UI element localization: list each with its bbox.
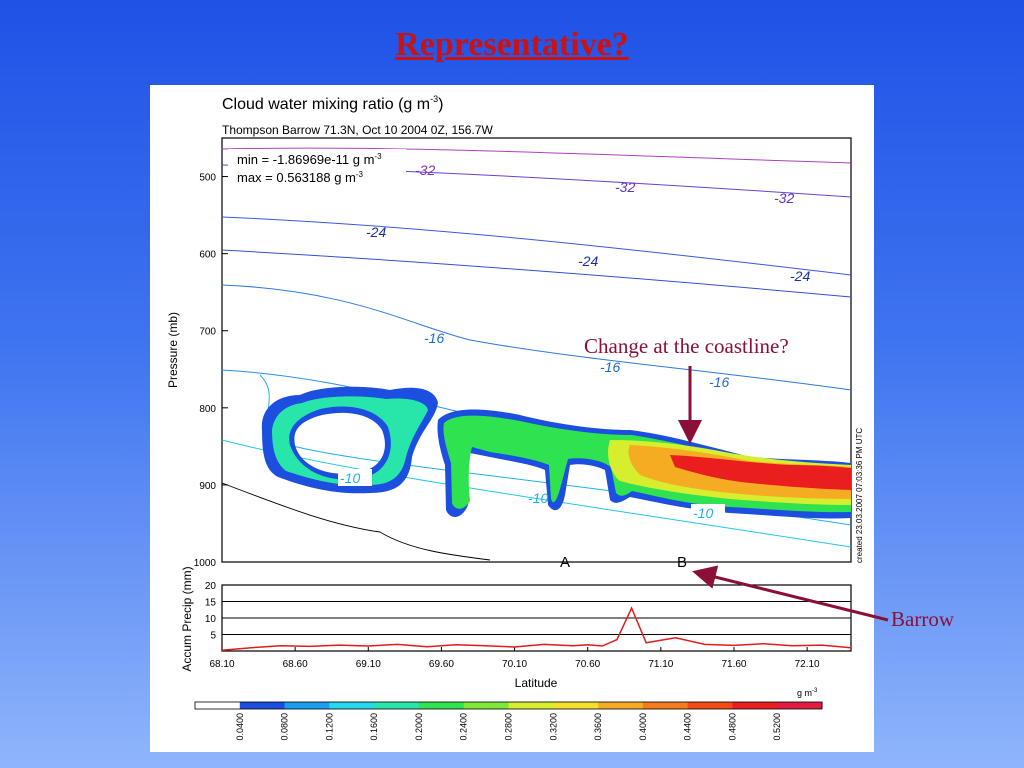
figure-panel: Cloud water mixing ratio (g m-3) Thompso… xyxy=(150,85,874,752)
latitude-tick-label: 71.60 xyxy=(721,659,746,670)
pressure-axis-label: Pressure (mb) xyxy=(166,312,180,388)
colorbar-tick-label: 0.1200 xyxy=(324,713,334,741)
latitude-tick-label: 72.10 xyxy=(795,659,820,670)
precip-tick-label: 5 xyxy=(210,631,216,642)
pressure-tick-label: 1000 xyxy=(194,558,217,569)
contour-label: -24 xyxy=(366,224,386,240)
colorbar-tick-label: 0.2800 xyxy=(504,713,514,741)
colorbar-ticks: 0.0400 0.0800 0.1200 0.1600 0.2000 0.2400 0.28… xyxy=(235,713,782,741)
latitude-tick-label: 71.10 xyxy=(648,659,673,670)
contour-line-32a xyxy=(221,147,852,164)
contour-label-group: -32 -32 -32 -24 -24 -24 -16 -16 -16 -10 … xyxy=(338,162,810,521)
contour-label: -10 xyxy=(693,505,713,521)
contour-label: -16 xyxy=(709,374,729,390)
colorbar-swatch xyxy=(508,702,554,709)
colorbar-swatch xyxy=(195,702,241,709)
chart-subtitle: Thompson Barrow 71.3N, Oct 10 2004 0Z, 1… xyxy=(222,123,493,137)
colorbar-tick-label: 0.0800 xyxy=(280,713,290,741)
latitude-tick-label: 68.60 xyxy=(283,659,308,670)
stats-min: min = -1.86969e-11 g m-3 xyxy=(237,152,382,167)
contour-label: -10 xyxy=(340,470,360,486)
cloud-field xyxy=(261,386,851,519)
pressure-tick-label: 700 xyxy=(199,327,216,338)
marker-b: B xyxy=(677,554,687,571)
colorbar-swatch xyxy=(553,702,599,709)
precip-axis-label: Accum Precip (mm) xyxy=(180,566,194,671)
colorbar-swatch xyxy=(418,702,465,709)
colorbar-swatch xyxy=(329,702,375,709)
precip-tick-label: 10 xyxy=(205,614,217,625)
created-stamp: created 23.03.2007 07:03:36 PM UTC xyxy=(855,428,864,563)
contour-label: -32 xyxy=(415,162,435,178)
contour-label: -24 xyxy=(578,253,598,269)
colorbar-tick-label: 0.4000 xyxy=(638,713,648,741)
contour-label: -32 xyxy=(615,179,635,195)
precip-tick-label: 15 xyxy=(205,598,217,609)
contour-line-24b xyxy=(221,249,852,298)
terrain-line xyxy=(221,482,491,561)
pressure-tick-label: 500 xyxy=(199,173,216,184)
contour-label: -24 xyxy=(790,268,810,284)
latitude-tick-label: 69.60 xyxy=(429,659,454,670)
marker-a: A xyxy=(560,554,570,571)
colorbar-swatch xyxy=(687,702,733,709)
colorbar xyxy=(194,701,823,710)
chart-title: Cloud water mixing ratio (g m-3) xyxy=(222,94,443,113)
colorbar-swatch xyxy=(777,702,823,709)
colorbar-tick-label: 0.2400 xyxy=(459,713,469,741)
colorbar-swatch xyxy=(284,702,330,709)
stats-max: max = 0.563188 g m-3 xyxy=(237,170,364,185)
colorbar-swatch xyxy=(239,702,286,709)
colorbar-swatch xyxy=(463,702,509,709)
barrow-callout: Barrow xyxy=(891,607,954,631)
latitude-axis-ticks: 68.10 68.60 69.10 69.60 70.10 70.60 71.10 71.60… xyxy=(209,647,820,670)
colorbar-tick-label: 0.2000 xyxy=(414,713,424,741)
cloud-main-red xyxy=(670,455,851,490)
latitude-axis-label: Latitude xyxy=(515,676,558,690)
colorbar-swatch xyxy=(598,702,644,709)
slide-title: Representative? xyxy=(395,26,629,63)
pressure-tick-label: 600 xyxy=(199,250,216,261)
colorbar-tick-label: 0.3600 xyxy=(593,713,603,741)
colorbar-tick-label: 0.4800 xyxy=(727,713,737,741)
colorbar-tick-label: 0.0400 xyxy=(235,713,245,741)
colorbar-tick-label: 0.5200 xyxy=(772,713,782,741)
precip-tick-label: 20 xyxy=(205,581,217,592)
pressure-axis-ticks: 500 600 700 800 900 1000 xyxy=(194,173,228,569)
figure-svg: Cloud water mixing ratio (g m-3) Thompso… xyxy=(166,94,864,741)
colorbar-swatch xyxy=(642,702,689,709)
colorbar-unit: g m-3 xyxy=(797,688,818,698)
contour-line-24a xyxy=(221,216,852,276)
coastline-callout: Change at the coastline? xyxy=(584,334,789,358)
colorbar-swatch xyxy=(374,702,420,709)
pressure-tick-label: 800 xyxy=(199,404,216,415)
precip-axis-ticks: 5 10 15 20 xyxy=(205,581,217,642)
colorbar-tick-label: 0.1600 xyxy=(369,713,379,741)
latitude-tick-label: 70.60 xyxy=(575,659,600,670)
latitude-tick-label: 68.10 xyxy=(209,659,234,670)
colorbar-tick-label: 0.4400 xyxy=(683,713,693,741)
colorbar-frame xyxy=(194,701,823,710)
precip-series-line xyxy=(221,606,852,652)
latitude-tick-label: 69.10 xyxy=(356,659,381,670)
contour-line-16a xyxy=(221,284,852,391)
colorbar-swatch xyxy=(732,702,778,709)
contour-label: -32 xyxy=(774,190,794,206)
cloud-ring-inner xyxy=(272,396,428,486)
colorbar-tick-label: 0.3200 xyxy=(548,713,558,741)
pressure-tick-label: 900 xyxy=(199,481,216,492)
contour-label: -10 xyxy=(528,490,548,506)
contour-label: -16 xyxy=(424,330,444,346)
latitude-tick-label: 70.10 xyxy=(502,659,527,670)
contour-label: -16 xyxy=(600,359,620,375)
